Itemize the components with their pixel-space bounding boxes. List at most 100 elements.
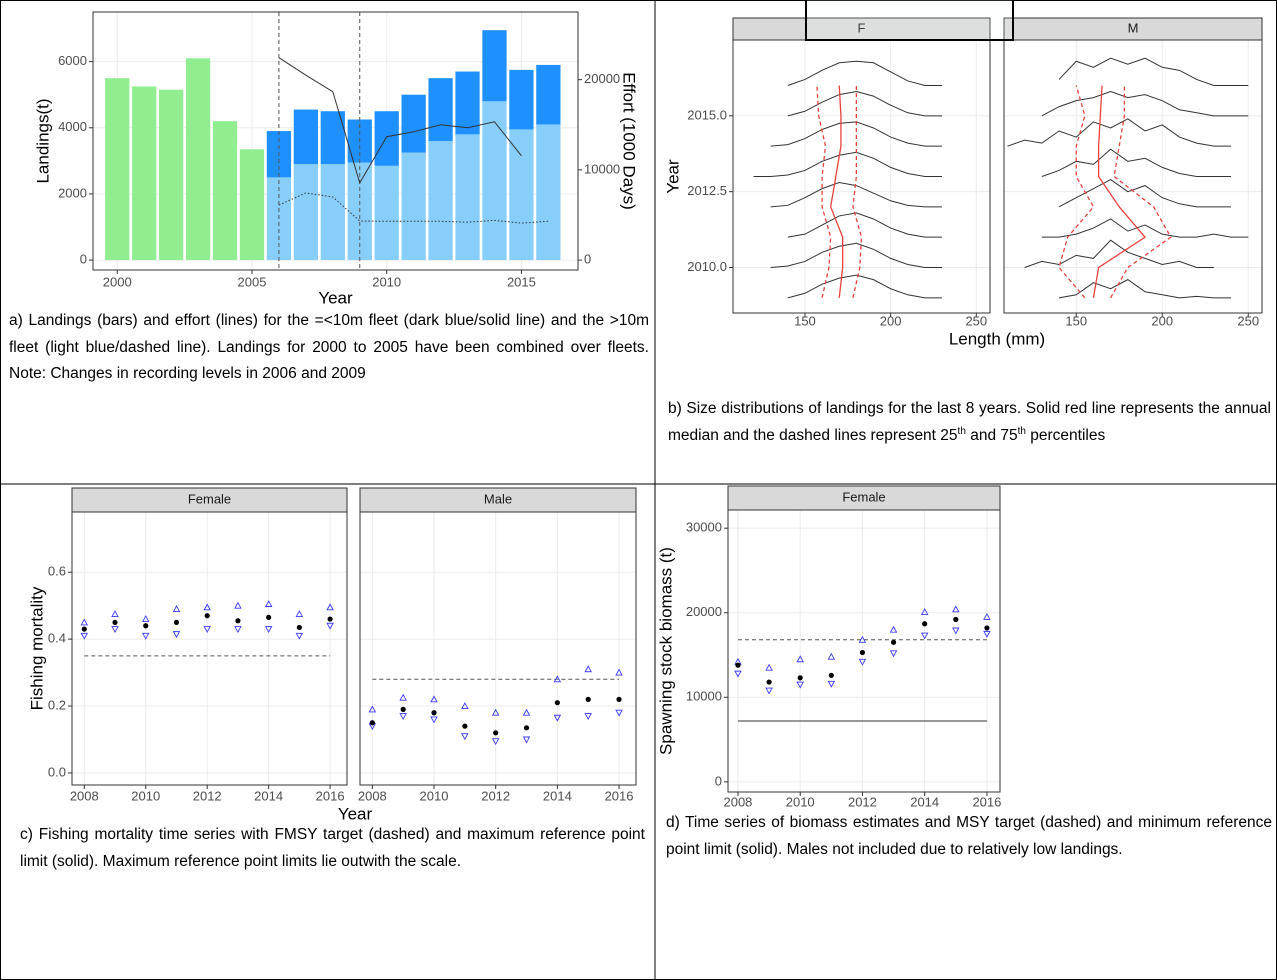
lower-marker bbox=[264, 626, 273, 634]
upper-marker bbox=[234, 601, 242, 609]
density-curve bbox=[1024, 239, 1214, 268]
facet-label: M bbox=[1128, 20, 1139, 35]
upper-marker bbox=[858, 635, 867, 643]
y-tick-label: 2000 bbox=[58, 185, 87, 200]
bar bbox=[212, 121, 238, 261]
bar bbox=[428, 78, 453, 141]
lower-marker bbox=[326, 622, 334, 630]
bar bbox=[455, 134, 480, 261]
upper-marker bbox=[765, 663, 773, 671]
y-tick-label: 2015.0 bbox=[687, 107, 727, 122]
estimate-point bbox=[616, 696, 622, 702]
estimate-point bbox=[493, 730, 499, 736]
bar bbox=[428, 141, 453, 261]
density-curve bbox=[1058, 178, 1232, 208]
density-curve bbox=[1007, 118, 1232, 147]
lower-marker bbox=[765, 687, 773, 695]
upper-marker bbox=[326, 603, 334, 611]
estimate-point bbox=[112, 619, 118, 626]
x-tick-label: 2016 bbox=[605, 788, 634, 803]
x-tick-label: 2010 bbox=[372, 274, 401, 289]
lower-marker bbox=[827, 680, 836, 688]
y-tick-label: 0.0 bbox=[48, 764, 66, 779]
density-curve bbox=[787, 274, 943, 299]
estimate-point bbox=[766, 679, 772, 685]
lower-marker bbox=[734, 670, 742, 678]
effort-line bbox=[278, 57, 522, 185]
estimate-point bbox=[327, 616, 333, 622]
upper-marker bbox=[522, 708, 531, 716]
panel-border bbox=[1003, 39, 1263, 314]
upper-marker bbox=[203, 603, 211, 611]
density-curve bbox=[1041, 91, 1249, 117]
upper-marker bbox=[141, 615, 150, 623]
x-tick-label: 2008 bbox=[723, 794, 752, 809]
caption-text: and 75 bbox=[965, 426, 1018, 444]
x-tick-label: 250 bbox=[1237, 313, 1259, 328]
x-tick-label: 2012 bbox=[193, 788, 222, 803]
caption: c) Fishing mortality time series with FM… bbox=[20, 826, 645, 870]
estimate-point bbox=[797, 675, 803, 681]
bar bbox=[482, 30, 507, 102]
density-curve bbox=[787, 60, 943, 86]
y-axis-label: Fishing mortality bbox=[27, 586, 46, 710]
percentile-line bbox=[1110, 85, 1172, 299]
upper-marker bbox=[920, 607, 929, 615]
upper-marker bbox=[172, 605, 181, 612]
x-tick-label: 2014 bbox=[543, 788, 572, 803]
y-axis-label: Year bbox=[663, 159, 682, 194]
upper-marker bbox=[584, 665, 592, 673]
overlay-box bbox=[805, 0, 1014, 41]
bar bbox=[536, 64, 561, 125]
upper-marker bbox=[399, 693, 407, 701]
estimate-point bbox=[828, 672, 834, 678]
density-curve bbox=[770, 182, 943, 208]
lower-marker bbox=[952, 627, 960, 635]
upper-marker bbox=[796, 655, 804, 663]
x-tick-label: 250 bbox=[965, 313, 987, 328]
caption: b) Size distributions of landings for th… bbox=[668, 396, 1271, 449]
x-tick-label: 2015 bbox=[507, 274, 536, 289]
median-line bbox=[829, 85, 844, 298]
panel-border bbox=[359, 511, 637, 786]
y-tick-label: 10000 bbox=[584, 161, 620, 176]
bar bbox=[455, 71, 480, 135]
estimate-point bbox=[922, 621, 928, 627]
estimate-point bbox=[735, 662, 741, 668]
density-curve bbox=[1041, 218, 1249, 238]
density-curve bbox=[1058, 57, 1249, 86]
y-tick-label: 10000 bbox=[686, 689, 722, 704]
y-tick-label: 0 bbox=[715, 773, 722, 788]
estimate-point bbox=[204, 613, 210, 619]
plot-panel bbox=[72, 512, 347, 785]
upper-marker bbox=[430, 695, 438, 703]
upper-marker bbox=[295, 610, 304, 617]
bar bbox=[320, 164, 345, 261]
estimate-point bbox=[984, 625, 990, 631]
estimate-point bbox=[890, 639, 897, 645]
facet-label: Female bbox=[842, 489, 885, 504]
percentile-line bbox=[816, 85, 832, 298]
upper-marker bbox=[889, 625, 898, 633]
upper-marker bbox=[983, 613, 991, 620]
estimate-point bbox=[523, 725, 530, 731]
facet-strip bbox=[727, 485, 1001, 511]
upper-marker bbox=[491, 708, 500, 716]
estimate-point bbox=[296, 624, 302, 631]
lower-marker bbox=[796, 681, 804, 689]
upper-marker bbox=[952, 605, 960, 613]
panel-border bbox=[71, 511, 348, 786]
lower-marker bbox=[461, 733, 469, 741]
y-tick-label: 6000 bbox=[58, 53, 87, 68]
lower-marker bbox=[80, 632, 89, 640]
estimate-point bbox=[462, 723, 468, 729]
y-tick-label: 0.2 bbox=[48, 697, 66, 712]
y-tick-label: 0 bbox=[584, 252, 591, 267]
lower-marker bbox=[234, 626, 242, 634]
y-tick-label: 0.6 bbox=[48, 564, 66, 579]
caption-sup: th bbox=[957, 425, 966, 437]
bar bbox=[374, 111, 399, 166]
upper-marker bbox=[553, 675, 562, 683]
x-tick-label: 200 bbox=[1151, 313, 1173, 328]
